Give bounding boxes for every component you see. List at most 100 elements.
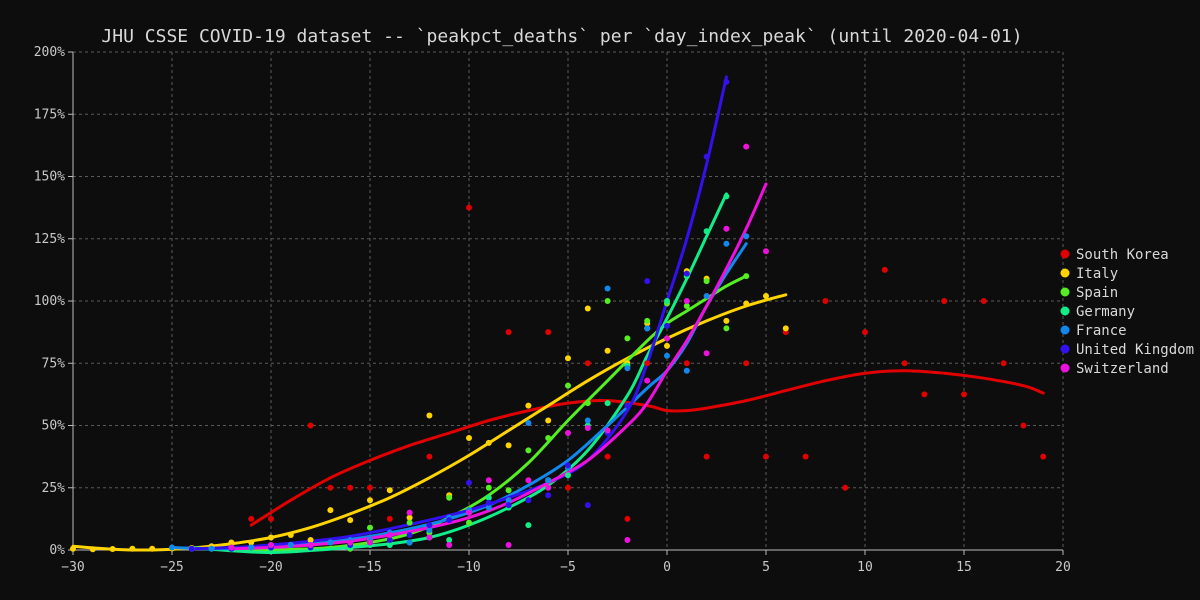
data-point-south-korea (980, 298, 987, 304)
data-point-switzerland (723, 225, 730, 232)
data-point-south-korea (545, 329, 552, 336)
data-point-switzerland (446, 542, 453, 549)
data-point-italy (307, 537, 314, 544)
data-point-south-korea (307, 422, 314, 429)
trend-line-south-korea (249, 369, 1045, 527)
data-point-united-kingdom (683, 270, 690, 277)
data-point-united-kingdom (188, 545, 195, 552)
data-point-south-korea (921, 391, 928, 398)
data-point-united-kingdom (703, 153, 710, 160)
data-point-united-kingdom (723, 78, 730, 85)
x-tick-label: 0 (663, 560, 671, 575)
data-point-italy (268, 534, 274, 541)
data-point-south-korea (644, 360, 651, 367)
data-point-spain (604, 298, 611, 304)
axes: −30 −25 −20 −15 −10 −5 0 5 10 15 200%25%50%75%100%… (34, 45, 1071, 575)
trend-lines (71, 75, 1045, 554)
legend-label-united-kingdom: United Kingdom (1076, 342, 1194, 358)
data-point-south-korea (327, 484, 334, 491)
data-point-south-korea (901, 360, 908, 367)
data-point-france (525, 420, 532, 427)
data-point-france (683, 367, 690, 374)
data-point-spain (584, 400, 591, 407)
data-point-spain (683, 302, 690, 309)
data-point-germany (485, 494, 492, 501)
data-point-switzerland (565, 429, 571, 436)
data-point-united-kingdom (584, 502, 591, 509)
y-tick-label: 200% (34, 45, 65, 60)
chart-title: JHU CSSE COVID-19 dataset -- `peakpct_de… (101, 26, 1022, 47)
data-point-france (743, 233, 750, 240)
y-tick-label: 25% (42, 481, 66, 496)
data-point-switzerland (505, 542, 512, 549)
data-point-united-kingdom (505, 502, 512, 509)
data-point-united-kingdom (386, 537, 393, 544)
data-point-spain (466, 519, 472, 526)
data-point-south-korea (1000, 360, 1007, 367)
data-point-spain (545, 434, 552, 441)
data-point-france (208, 545, 215, 552)
data-point-united-kingdom (565, 462, 571, 469)
data-point-germany (446, 537, 453, 544)
x-tick-label: 15 (956, 560, 972, 575)
data-point-south-korea (862, 329, 868, 336)
data-point-south-korea (604, 453, 611, 460)
legend-label-switzerland: Switzerland (1076, 361, 1169, 377)
data-point-italy (287, 532, 294, 539)
data-point-italy (604, 347, 611, 354)
data-point-united-kingdom (545, 492, 552, 499)
data-point-france (644, 325, 651, 332)
data-point-switzerland (406, 509, 413, 516)
data-point-italy (70, 545, 76, 552)
data-point-south-korea (1040, 453, 1047, 460)
legend-marker-south-korea (1060, 249, 1070, 259)
trend-line-germany (190, 192, 728, 554)
data-point-spain (406, 519, 413, 526)
data-point-spain (505, 487, 512, 494)
x-tick-label: 20 (1055, 560, 1071, 575)
x-tick-label: −10 (457, 560, 480, 575)
data-point-france (287, 542, 294, 549)
data-point-united-kingdom (406, 532, 413, 539)
data-point-italy (386, 487, 393, 494)
data-point-united-kingdom (644, 278, 651, 285)
data-point-france (327, 539, 334, 546)
data-point-south-korea (466, 204, 472, 211)
data-point-spain (367, 524, 373, 531)
data-point-spain (723, 325, 730, 332)
y-tick-label: 0% (49, 543, 65, 558)
data-point-south-korea (367, 484, 373, 491)
data-point-switzerland (763, 248, 769, 255)
data-point-south-korea (248, 515, 255, 522)
data-point-italy (664, 342, 670, 349)
data-point-italy (109, 546, 116, 553)
data-point-italy (763, 293, 769, 300)
data-point-south-korea (1020, 422, 1027, 429)
data-point-spain (525, 447, 532, 454)
data-point-france (664, 352, 670, 359)
data-point-south-korea (802, 453, 809, 460)
data-point-south-korea (743, 360, 750, 367)
y-tick-label: 175% (34, 107, 65, 122)
trend-line-italy (71, 293, 788, 552)
trend-line-united-kingdom (190, 75, 728, 551)
data-point-france (169, 544, 175, 551)
data-point-switzerland (347, 539, 354, 546)
grid (72, 51, 1064, 551)
data-point-south-korea (763, 453, 769, 460)
x-tick-label: 5 (762, 560, 770, 575)
data-point-united-kingdom (525, 497, 532, 504)
data-point-south-korea (961, 391, 967, 398)
data-point-spain (703, 278, 710, 285)
data-point-switzerland (367, 539, 373, 546)
data-point-switzerland (683, 298, 690, 304)
data-point-switzerland (545, 484, 552, 491)
data-point-spain (485, 484, 492, 491)
data-point-switzerland (743, 143, 750, 150)
legend-label-spain: Spain (1076, 285, 1118, 301)
data-point-italy (505, 442, 512, 449)
y-tick-label: 150% (34, 170, 65, 185)
data-point-south-korea (565, 484, 571, 491)
data-point-spain (743, 273, 750, 280)
